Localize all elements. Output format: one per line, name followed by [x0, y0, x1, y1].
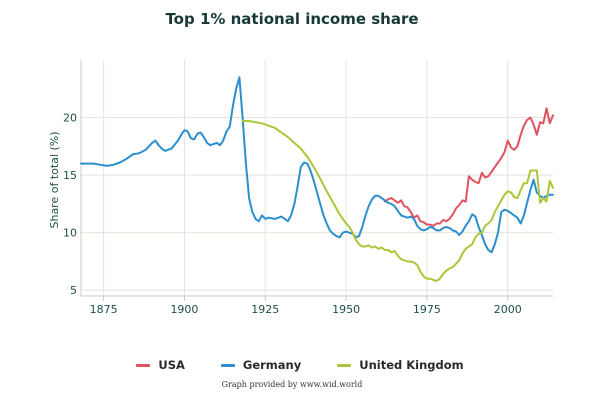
x-tick-label: 2000 [494, 303, 522, 316]
series [80, 76, 554, 282]
chart-title: Top 1% national income share [165, 10, 419, 28]
credit-text: Graph provided by www.wid.world [221, 380, 363, 389]
legend-item-germany[interactable]: Germany [220, 358, 302, 372]
y-tick-label: 20 [63, 112, 77, 125]
x-tick-label: 1900 [170, 303, 198, 316]
legend-item-usa[interactable]: USA [136, 358, 185, 372]
y-axis-title: Share of total (%) [48, 131, 61, 228]
legend-swatch [337, 363, 352, 367]
axes [80, 60, 553, 297]
legend-swatch [220, 363, 235, 367]
legend-label: United Kingdom [359, 358, 464, 372]
series-line-usa [383, 107, 554, 227]
grid [81, 60, 553, 301]
x-tick-label: 1975 [413, 303, 441, 316]
legend-label: USA [158, 358, 185, 372]
tick-labels: 1875 1900 1925 1950 1975 2000 5 10 15 20 [63, 112, 522, 316]
legend: USA Germany United Kingdom [0, 358, 600, 372]
y-tick-label: 15 [63, 169, 77, 182]
x-tick-label: 1875 [90, 303, 118, 316]
y-tick-label: 10 [63, 227, 77, 240]
legend-item-united-kingdom[interactable]: United Kingdom [337, 358, 464, 372]
series-line-united-kingdom [241, 120, 554, 282]
y-tick-label: 5 [70, 284, 77, 297]
legend-swatch [136, 363, 151, 367]
x-tick-label: 1925 [251, 303, 279, 316]
series-line-germany [80, 76, 554, 254]
x-tick-label: 1950 [332, 303, 360, 316]
legend-label: Germany [242, 358, 302, 372]
